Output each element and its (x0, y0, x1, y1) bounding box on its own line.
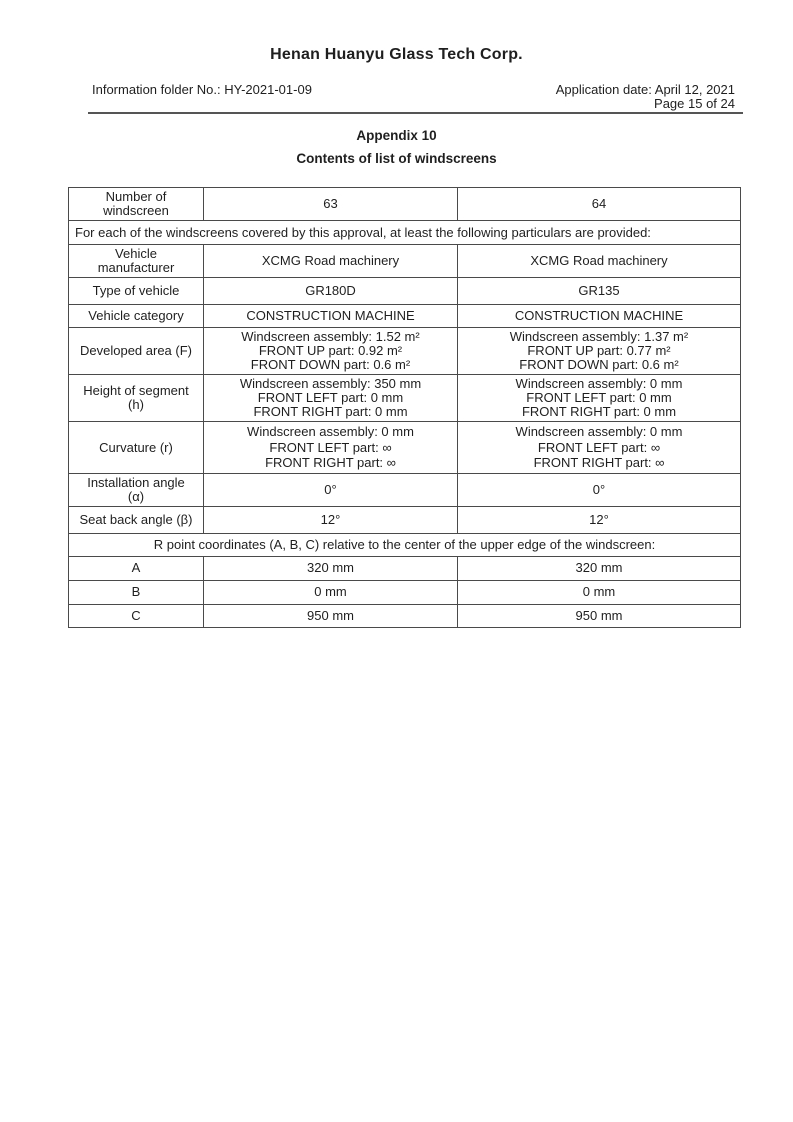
cell-category-64: CONSTRUCTION MACHINE (457, 304, 741, 328)
cell-c-63: 950 mm (203, 603, 458, 628)
company-name: Henan Huanyu Glass Tech Corp. (270, 46, 523, 63)
cell-b-64: 0 mm (457, 579, 741, 605)
r-point-text: R point coordinates (A, B, C) relative t… (68, 532, 741, 557)
row-label: Type of vehicle (68, 277, 204, 305)
appendix-title: Appendix 10 (356, 128, 437, 143)
page-number: Page 15 of 24 (654, 96, 735, 111)
cell-install-angle-63: 0° (203, 472, 458, 507)
row-label: Installation angle (α) (68, 472, 204, 507)
intro-text: For each of the windscreens covered by t… (68, 220, 741, 245)
table-row-coordinate-c: C 950 mm 950 mm (68, 603, 741, 628)
cell-area-63: Windscreen assembly: 1.52 m² FRONT UP pa… (203, 327, 458, 375)
windscreen-table: Number of windscreen 63 64 For each of t… (68, 187, 741, 628)
cell-a-63: 320 mm (203, 555, 458, 581)
table-row-seat-back-angle: Seat back angle (β) 12° 12° (68, 505, 741, 534)
cell-curvature-63: Windscreen assembly: 0 mm FRONT LEFT par… (203, 421, 458, 474)
table-row-height-of-segment: Height of segment (h) Windscreen assembl… (68, 374, 741, 422)
cell-windscreen-63: 63 (203, 187, 458, 221)
row-label: C (68, 603, 204, 628)
table-row-installation-angle: Installation angle (α) 0° 0° (68, 472, 741, 507)
table-row-r-point-heading: R point coordinates (A, B, C) relative t… (68, 532, 741, 557)
cell-height-64: Windscreen assembly: 0 mm FRONT LEFT par… (457, 374, 741, 422)
table-row-vehicle-manufacturer: Vehicle manufacturer XCMG Road machinery… (68, 244, 741, 278)
table-row-developed-area: Developed area (F) Windscreen assembly: … (68, 327, 741, 375)
table-row-curvature: Curvature (r) Windscreen assembly: 0 mm … (68, 421, 741, 474)
header-divider (88, 112, 743, 114)
document-header: Information folder No.: HY-2021-01-09 Ap… (92, 83, 735, 111)
info-folder-number: Information folder No.: HY-2021-01-09 (92, 82, 312, 97)
header-right-block: Application date: April 12, 2021 Page 15… (556, 83, 735, 111)
cell-windscreen-64: 64 (457, 187, 741, 221)
row-label: Number of windscreen (68, 187, 204, 221)
row-label: Developed area (F) (68, 327, 204, 375)
cell-c-64: 950 mm (457, 603, 741, 628)
cell-a-64: 320 mm (457, 555, 741, 581)
cell-height-63: Windscreen assembly: 350 mm FRONT LEFT p… (203, 374, 458, 422)
application-date: Application date: April 12, 2021 (555, 82, 735, 97)
cell-category-63: CONSTRUCTION MACHINE (203, 304, 458, 328)
cell-manufacturer-64: XCMG Road machinery (457, 244, 741, 278)
cell-manufacturer-63: XCMG Road machinery (203, 244, 458, 278)
row-label: Vehicle category (68, 304, 204, 328)
table-row-vehicle-category: Vehicle category CONSTRUCTION MACHINE CO… (68, 304, 741, 328)
table-row-type-of-vehicle: Type of vehicle GR180D GR135 (68, 277, 741, 305)
table-row-number-of-windscreen: Number of windscreen 63 64 (68, 187, 741, 221)
cell-type-63: GR180D (203, 277, 458, 305)
row-label: Curvature (r) (68, 421, 204, 474)
row-label: B (68, 579, 204, 605)
row-label: Height of segment (h) (68, 374, 204, 422)
cell-install-angle-64: 0° (457, 472, 741, 507)
row-label: A (68, 555, 204, 581)
cell-area-64: Windscreen assembly: 1.37 m² FRONT UP pa… (457, 327, 741, 375)
cell-type-64: GR135 (457, 277, 741, 305)
row-label: Seat back angle (β) (68, 505, 204, 534)
cell-seat-angle-64: 12° (457, 505, 741, 534)
cell-b-63: 0 mm (203, 579, 458, 605)
cell-seat-angle-63: 12° (203, 505, 458, 534)
table-row-coordinate-b: B 0 mm 0 mm (68, 579, 741, 605)
row-label: Vehicle manufacturer (68, 244, 204, 278)
table-row-coordinate-a: A 320 mm 320 mm (68, 555, 741, 581)
table-row-intro: For each of the windscreens covered by t… (68, 220, 741, 245)
doc-subtitle: Contents of list of windscreens (296, 151, 497, 166)
cell-curvature-64: Windscreen assembly: 0 mm FRONT LEFT par… (457, 421, 741, 474)
